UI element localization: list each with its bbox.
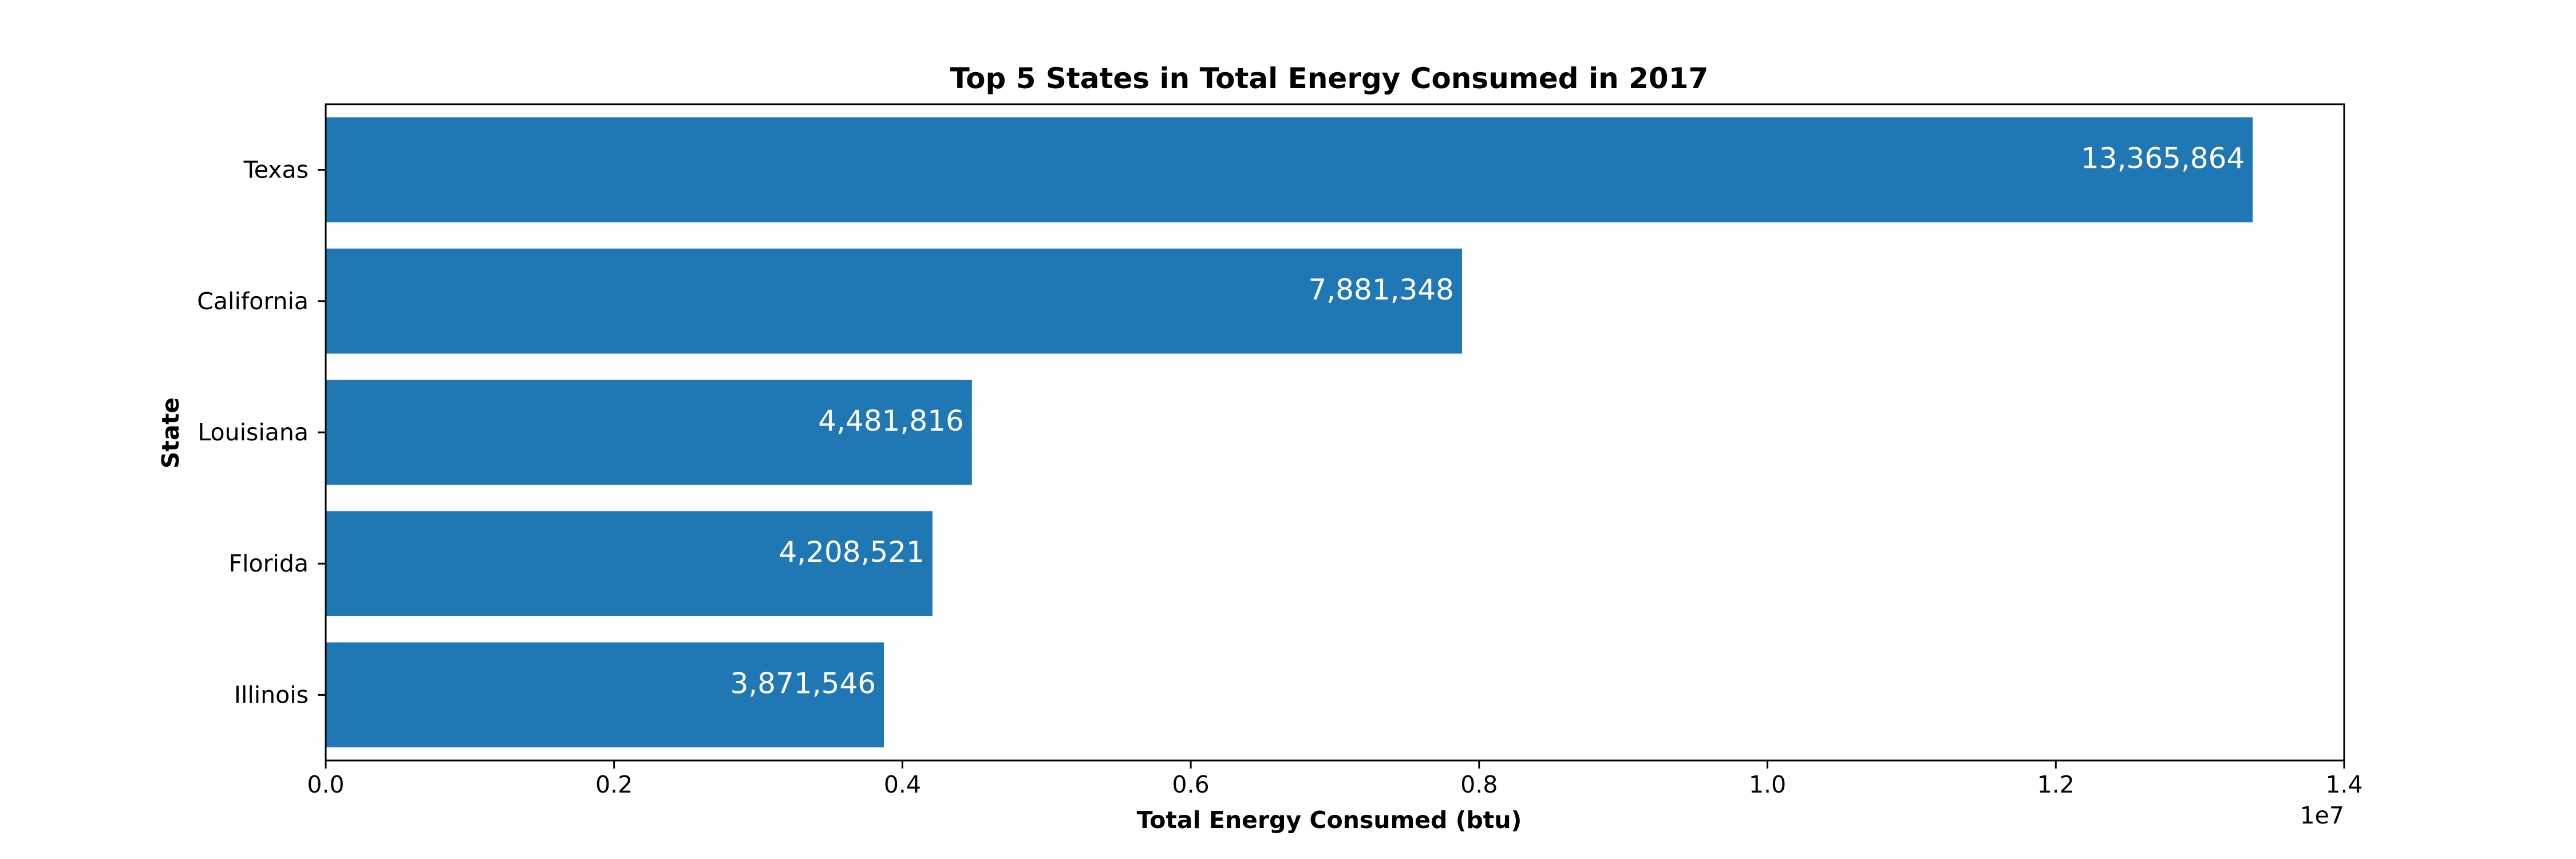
x-tick-label: 1.2 — [2037, 771, 2075, 798]
value-label-texas: 13,365,864 — [2081, 142, 2245, 175]
y-tick-label-texas: Texas — [243, 156, 309, 184]
bar-texas — [326, 117, 2253, 223]
bar-louisiana — [326, 380, 972, 485]
x-tick-label: 1.4 — [2325, 771, 2362, 798]
y-tick-label-illinois: Illinois — [234, 681, 309, 708]
x-tick-label: 0.6 — [1172, 771, 1210, 798]
x-axis-offset-label: 1e7 — [2300, 802, 2344, 829]
x-tick-label: 0.4 — [884, 771, 921, 798]
bars-layer: 13,365,864 7,881,348 4,481,816 4,208,521 3,8… — [326, 117, 2253, 748]
value-label-louisiana: 4,481,816 — [818, 404, 963, 438]
plot-frame — [325, 103, 2345, 762]
bar-illinois — [326, 642, 884, 748]
y-tick-label-florida: Florida — [229, 550, 309, 577]
value-label-illinois: 3,871,546 — [730, 667, 876, 700]
axes-layer: Texas California Louisiana Florida Illinois 0… — [197, 103, 2363, 798]
x-tick-label: 0.2 — [595, 771, 633, 798]
value-label-california: 7,881,348 — [1309, 273, 1454, 306]
x-axis-label: Total Energy Consumed (btu) — [1137, 806, 1522, 834]
y-axis-label: State — [157, 397, 184, 468]
x-tick-label: 0.0 — [307, 771, 344, 798]
y-tick-label-california: California — [197, 287, 309, 315]
bar-florida — [326, 511, 933, 616]
y-tick-label-louisiana: Louisiana — [197, 419, 309, 446]
x-tick-label: 1.0 — [1749, 771, 1786, 798]
bar-california — [326, 249, 1462, 354]
x-tick-label: 0.8 — [1460, 771, 1498, 798]
chart-title: Top 5 States in Total Energy Consumed in… — [950, 62, 1709, 95]
value-label-florida: 4,208,521 — [779, 535, 924, 569]
